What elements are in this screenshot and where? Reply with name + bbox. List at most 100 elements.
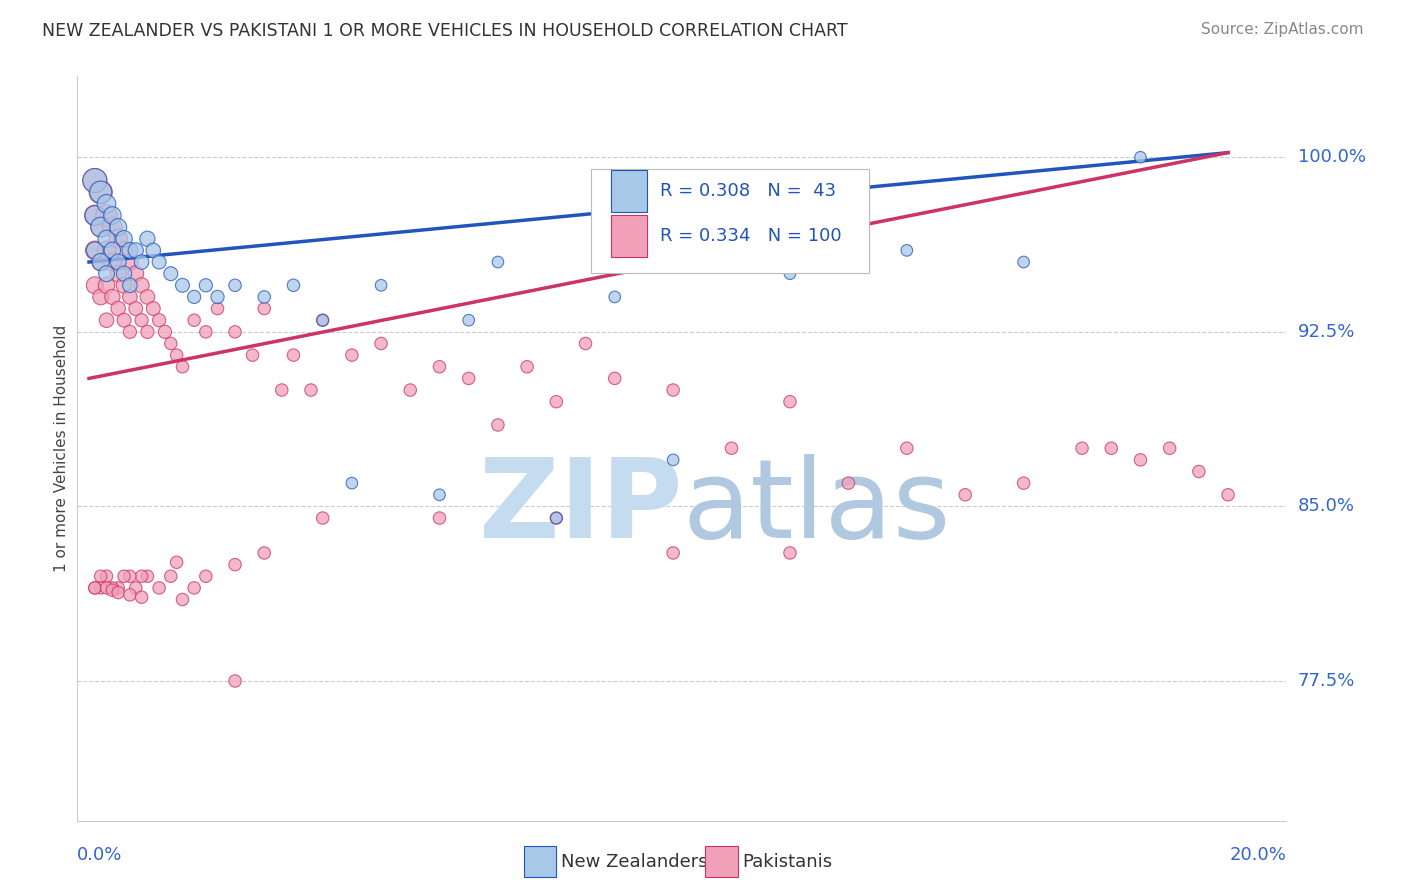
Text: 85.0%: 85.0% [1298, 498, 1354, 516]
Point [299, 383, 322, 397]
Point [1099, 441, 1122, 455]
Point [112, 244, 135, 258]
Point [96, 581, 118, 595]
Point [107, 585, 129, 599]
Point [1071, 441, 1094, 455]
Point [183, 313, 205, 327]
Point [370, 336, 392, 351]
Point [131, 278, 153, 293]
Point [136, 232, 159, 246]
Point [118, 588, 141, 602]
Point [166, 555, 188, 569]
Text: ZIP: ZIP [478, 454, 682, 561]
Point [131, 590, 153, 604]
Point [574, 336, 596, 351]
Point [194, 325, 217, 339]
Point [207, 301, 229, 316]
Point [112, 267, 135, 281]
Point [399, 383, 422, 397]
Point [96, 313, 118, 327]
Point [172, 278, 194, 293]
Point [131, 255, 153, 269]
Point [837, 476, 859, 491]
Point [429, 511, 451, 525]
Point [101, 209, 124, 223]
Text: 100.0%: 100.0% [1298, 148, 1365, 166]
Point [118, 325, 141, 339]
Point [429, 488, 451, 502]
Point [1216, 488, 1239, 502]
Point [779, 394, 801, 409]
Point [96, 278, 118, 293]
Point [90, 255, 112, 269]
Point [101, 290, 124, 304]
Point [101, 581, 124, 595]
Point [90, 290, 112, 304]
Point [270, 383, 292, 397]
Point [118, 569, 141, 583]
Point [242, 348, 264, 362]
Point [90, 220, 112, 235]
Point [166, 348, 188, 362]
Point [125, 244, 148, 258]
Point [118, 255, 141, 269]
Y-axis label: 1 or more Vehicles in Household: 1 or more Vehicles in Household [53, 325, 69, 572]
Point [1129, 150, 1152, 164]
Point [107, 581, 129, 595]
FancyBboxPatch shape [610, 170, 647, 212]
Point [662, 546, 685, 560]
Point [183, 581, 205, 595]
Point [101, 583, 124, 598]
Point [779, 267, 801, 281]
Point [90, 581, 112, 595]
Point [96, 267, 118, 281]
Point [486, 417, 509, 432]
Point [172, 592, 194, 607]
Point [311, 313, 333, 327]
Text: 0.0%: 0.0% [77, 846, 122, 863]
FancyBboxPatch shape [610, 215, 647, 257]
Point [224, 558, 246, 572]
Point [148, 255, 170, 269]
Point [896, 441, 918, 455]
Point [136, 325, 159, 339]
Point [118, 278, 141, 293]
Text: 20.0%: 20.0% [1230, 846, 1286, 863]
Point [96, 244, 118, 258]
Point [131, 313, 153, 327]
Point [159, 267, 181, 281]
Point [83, 173, 105, 187]
Point [101, 255, 124, 269]
Point [370, 278, 392, 293]
Point [207, 290, 229, 304]
Point [283, 348, 305, 362]
Point [340, 348, 363, 362]
Point [283, 278, 305, 293]
Point [1012, 476, 1035, 491]
Point [125, 581, 148, 595]
Point [125, 301, 148, 316]
Point [662, 453, 685, 467]
Point [107, 232, 129, 246]
Point [107, 220, 129, 235]
Text: 92.5%: 92.5% [1298, 323, 1355, 341]
Point [159, 569, 181, 583]
Point [112, 569, 135, 583]
Text: R = 0.308   N =  43: R = 0.308 N = 43 [661, 182, 837, 201]
Point [83, 209, 105, 223]
Point [90, 185, 112, 199]
Point [253, 546, 276, 560]
Point [194, 569, 217, 583]
FancyBboxPatch shape [704, 846, 738, 877]
Point [83, 244, 105, 258]
Point [112, 278, 135, 293]
Point [96, 209, 118, 223]
Point [136, 290, 159, 304]
Point [953, 488, 976, 502]
Point [516, 359, 538, 374]
Point [253, 301, 276, 316]
Point [118, 290, 141, 304]
Text: Pakistanis: Pakistanis [742, 853, 832, 871]
Point [486, 255, 509, 269]
Point [603, 290, 626, 304]
